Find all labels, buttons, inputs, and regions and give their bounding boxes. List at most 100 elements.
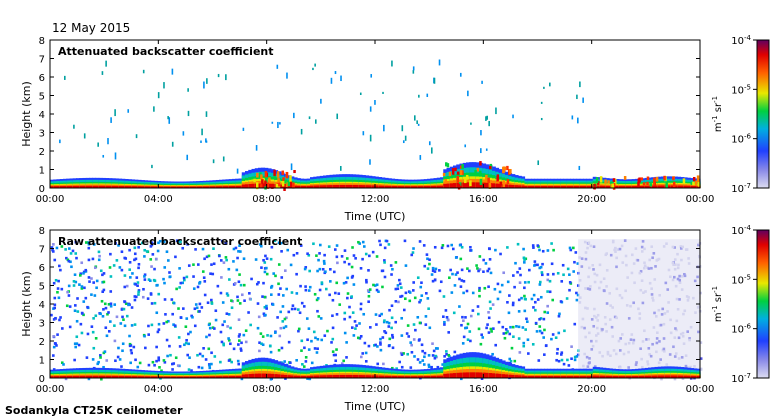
noise-pixel <box>92 281 95 284</box>
boundary-layer-cell <box>186 376 191 378</box>
y-tick-label: 6 <box>39 73 45 84</box>
noise-pixel <box>316 297 320 300</box>
noise-pixel <box>431 269 435 273</box>
noise-pixel <box>538 325 542 328</box>
plot-area <box>50 40 700 188</box>
noise-pixel <box>150 243 154 247</box>
noise-pixel <box>186 353 189 357</box>
noise-pixel <box>483 286 487 290</box>
noise-pixel <box>304 360 308 363</box>
boundary-layer-cell <box>521 375 526 378</box>
boundary-layer-cell <box>342 184 347 188</box>
noise-pixel <box>170 298 174 301</box>
noise-pixel <box>487 316 491 320</box>
noise-pixel <box>240 341 243 345</box>
cloud-patch-cell <box>692 176 696 182</box>
noise-pixel <box>546 311 550 314</box>
noise-pixel <box>546 273 550 276</box>
boundary-layer-cell <box>147 376 152 378</box>
boundary-layer-cell <box>596 185 600 188</box>
noise-pixel <box>114 242 117 245</box>
boundary-layer-cell <box>456 372 461 378</box>
noise-pixel <box>319 317 323 320</box>
boundary-layer-cell <box>430 185 435 188</box>
noise-pixel <box>179 281 183 285</box>
noise-pixel <box>560 358 564 362</box>
noise-pixel <box>573 322 577 326</box>
boundary-layer-cell <box>677 185 682 188</box>
boundary-layer-cell <box>69 185 74 188</box>
noise-pixel <box>503 336 507 340</box>
noise-pixel <box>523 261 526 264</box>
noise-pixel <box>425 292 428 295</box>
noise-pixel <box>84 296 88 300</box>
noise-pixel <box>185 317 189 320</box>
boundary-layer-cell <box>440 375 444 378</box>
noise-pixel <box>332 353 336 357</box>
boundary-layer-cell <box>306 375 311 378</box>
noise-pixel <box>203 293 207 297</box>
noise-pixel <box>523 281 527 284</box>
cloud-speck <box>135 134 138 139</box>
noise-pixel <box>53 258 57 262</box>
boundary-layer-cell <box>583 375 587 378</box>
noise-pixel <box>396 284 400 287</box>
boundary-layer-cell <box>602 185 607 188</box>
noise-pixel <box>52 354 55 357</box>
noise-pixel <box>97 360 100 364</box>
noise-pixel <box>133 323 137 326</box>
y-tick-label: 2 <box>39 147 45 158</box>
noise-pixel <box>365 280 368 284</box>
noise-pixel <box>227 337 230 340</box>
noise-pixel <box>289 263 293 267</box>
boundary-layer-cell <box>599 185 604 188</box>
noise-pixel <box>102 272 106 275</box>
boundary-layer-cell <box>631 376 636 378</box>
noise-pixel <box>445 315 449 319</box>
cloud-speck <box>428 141 431 146</box>
noise-pixel <box>201 270 205 273</box>
noise-pixel <box>558 312 561 316</box>
noise-pixel <box>171 312 174 316</box>
noise-pixel <box>387 344 391 348</box>
noise-pixel <box>568 273 571 276</box>
noise-pixel <box>133 258 136 262</box>
noise-pixel <box>420 343 424 347</box>
cloud-speck <box>97 142 99 147</box>
noise-pixel <box>358 337 362 340</box>
cloud-speck <box>168 117 171 124</box>
noise-pixel <box>115 315 119 319</box>
noise-pixel <box>286 248 290 252</box>
noise-pixel <box>52 243 55 246</box>
boundary-layer-cell <box>573 185 578 188</box>
noise-pixel <box>68 247 71 250</box>
noise-pixel <box>168 271 171 274</box>
noise-pixel <box>416 315 420 319</box>
noise-pixel <box>279 287 282 290</box>
noise-pixel <box>326 329 329 333</box>
boundary-layer-cell <box>277 374 282 378</box>
cloud-patch-cell <box>502 180 506 188</box>
noise-pixel <box>543 328 546 332</box>
boundary-layer-cell <box>661 185 665 188</box>
noise-pixel <box>524 328 527 331</box>
boundary-layer-cell <box>102 375 106 378</box>
noise-pixel <box>102 365 105 369</box>
noise-pixel <box>517 337 521 340</box>
boundary-layer-cell <box>693 185 698 188</box>
noise-pixel <box>346 296 349 300</box>
noise-pixel <box>205 255 209 259</box>
noise-pixel <box>557 314 561 318</box>
noise-pixel <box>265 257 269 260</box>
noise-pixel <box>513 359 517 363</box>
cloud-speck <box>470 122 472 125</box>
boundary-layer-cell <box>98 375 103 378</box>
boundary-layer-cell <box>202 376 207 378</box>
noise-pixel <box>124 302 128 305</box>
noise-pixel <box>525 320 529 323</box>
noise-pixel <box>552 272 555 276</box>
noise-pixel <box>279 326 283 330</box>
cloud-patch-cell <box>469 180 472 187</box>
noise-pixel <box>277 282 280 286</box>
noise-pixel <box>555 352 559 355</box>
